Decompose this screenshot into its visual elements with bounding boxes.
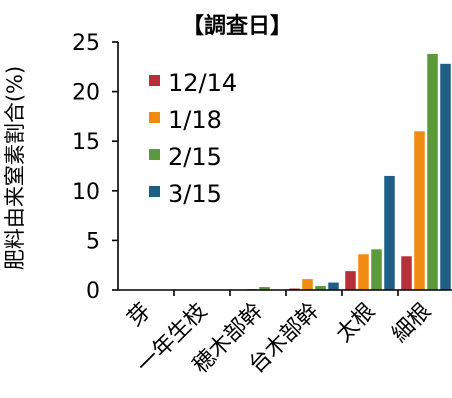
y-tick-label: 5 <box>86 229 100 254</box>
bar <box>440 63 451 290</box>
y-tick-label: 10 <box>72 180 100 205</box>
y-tick-label: 25 <box>72 31 100 56</box>
x-tick-label: 太根 <box>331 299 380 348</box>
legend-swatch <box>149 149 160 160</box>
bar <box>384 175 395 290</box>
legend: 12/14 1/18 2/15 3/15 <box>149 69 237 208</box>
bar <box>259 287 270 290</box>
bar <box>345 271 356 290</box>
bar <box>427 53 438 291</box>
y-tick-label: 15 <box>72 130 100 155</box>
bar <box>414 131 425 290</box>
x-tick-label: 細根 <box>387 299 436 348</box>
bar <box>302 279 313 290</box>
legend-label: 3/15 <box>168 180 222 208</box>
legend-swatch <box>149 112 160 123</box>
legend-label: 2/15 <box>168 143 222 171</box>
legend-swatch <box>149 186 160 197</box>
bar <box>328 282 339 290</box>
legend-label: 1/18 <box>168 106 222 134</box>
chart-title: 【調査日】 <box>182 13 292 39</box>
legend-label: 12/14 <box>168 69 237 97</box>
y-axis-ticks: 0 5 10 15 20 25 <box>72 31 118 304</box>
y-tick-label: 0 <box>86 279 100 304</box>
x-tick-label: 芽 <box>123 299 156 332</box>
y-axis-label: 肥料由来窒素割合(%) <box>3 66 27 270</box>
bar <box>358 254 369 290</box>
bar <box>401 256 412 290</box>
bar <box>371 249 382 290</box>
legend-swatch <box>149 75 160 86</box>
y-tick-label: 20 <box>72 81 100 106</box>
bar <box>315 286 326 290</box>
bars-group <box>173 53 451 296</box>
